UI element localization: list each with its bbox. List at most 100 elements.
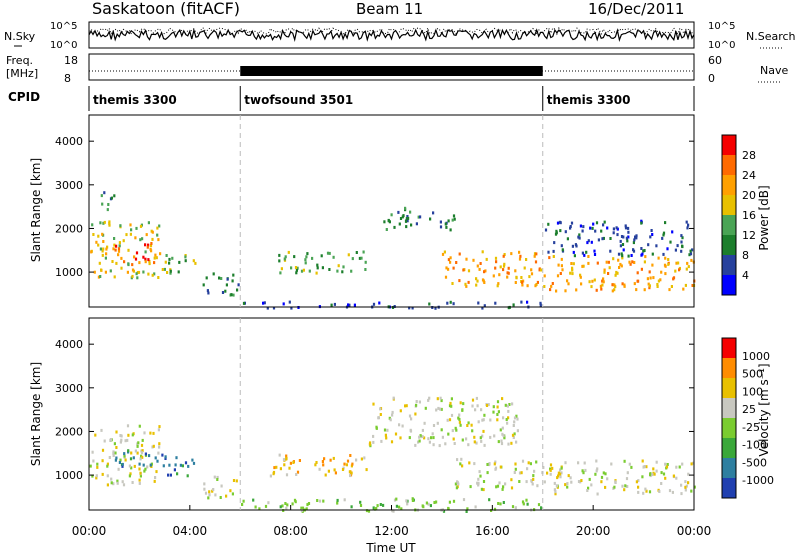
scatter-cell bbox=[623, 283, 626, 287]
scatter-cell bbox=[623, 459, 626, 463]
scatter-cell bbox=[159, 252, 162, 256]
colorbar-swatch bbox=[722, 235, 736, 255]
scatter-cell bbox=[138, 462, 141, 466]
scatter-cell bbox=[624, 224, 627, 228]
scatter-cell bbox=[139, 471, 142, 475]
scatter-cell bbox=[468, 461, 471, 465]
scatter-cell bbox=[481, 434, 484, 438]
scatter-cell bbox=[618, 266, 621, 269]
scatter-cell bbox=[645, 489, 648, 493]
scatter-cell bbox=[101, 249, 104, 253]
scatter-cell bbox=[507, 271, 510, 275]
scatter-cell bbox=[484, 269, 487, 273]
scatter-cell bbox=[493, 462, 496, 466]
scatter-cell bbox=[496, 405, 499, 409]
scatter-cell bbox=[438, 444, 441, 448]
ytick-label: 3000 bbox=[55, 382, 83, 395]
scatter-cell bbox=[126, 438, 129, 442]
scatter-cell bbox=[682, 287, 685, 291]
scatter-cell bbox=[372, 506, 375, 510]
scatter-cell bbox=[398, 423, 401, 427]
scatter-cell bbox=[535, 460, 538, 464]
scatter-cell bbox=[555, 484, 558, 488]
scatter-cell bbox=[221, 291, 225, 294]
scatter-cell bbox=[643, 465, 646, 468]
scatter-cell bbox=[365, 468, 368, 472]
scatter-cell bbox=[109, 269, 112, 273]
scatter-cell bbox=[549, 472, 552, 476]
scatter-cell bbox=[448, 500, 451, 504]
noise-search-label: N.Search bbox=[746, 30, 796, 43]
scatter-cell bbox=[194, 261, 197, 265]
power-frame bbox=[88, 114, 695, 308]
scatter-cell bbox=[670, 285, 673, 288]
scatter-cell bbox=[497, 410, 500, 414]
scatter-cell bbox=[663, 263, 667, 267]
scatter-cell bbox=[595, 288, 598, 292]
scatter-cell bbox=[662, 233, 665, 237]
scatter-cell bbox=[531, 482, 534, 486]
scatter-cell bbox=[429, 217, 432, 221]
scatter-cell bbox=[642, 249, 645, 253]
scatter-cell bbox=[501, 432, 504, 436]
colorbar-tick-label: 4 bbox=[742, 269, 749, 282]
scatter-cell bbox=[671, 490, 674, 494]
scatter-cell bbox=[379, 503, 382, 506]
scatter-cell bbox=[447, 432, 450, 436]
scatter-cell bbox=[494, 256, 498, 260]
scatter-cell bbox=[651, 473, 654, 477]
scatter-cell bbox=[254, 505, 257, 509]
scatter-cell bbox=[506, 404, 509, 408]
scatter-cell bbox=[512, 436, 515, 439]
scatter-cell bbox=[232, 273, 235, 277]
scatter-cell bbox=[507, 416, 510, 420]
scatter-cell bbox=[668, 489, 672, 493]
scatter-cell bbox=[192, 461, 196, 465]
scatter-cell bbox=[453, 217, 456, 221]
scatter-cell bbox=[343, 462, 346, 466]
scatter-cell bbox=[471, 429, 474, 433]
scatter-cell bbox=[452, 499, 456, 503]
scatter-cell bbox=[609, 249, 612, 253]
scatter-cell bbox=[482, 279, 485, 283]
scatter-cell bbox=[241, 503, 244, 506]
scatter-cell bbox=[436, 397, 439, 401]
scatter-cell bbox=[101, 448, 105, 452]
scatter-cell bbox=[414, 443, 417, 447]
scatter-cell bbox=[553, 481, 556, 485]
scatter-cell bbox=[168, 463, 171, 467]
scatter-cell bbox=[146, 465, 149, 469]
scatter-cell bbox=[471, 404, 474, 408]
scatter-cell bbox=[557, 471, 560, 475]
scatter-cell bbox=[622, 235, 625, 239]
scatter-cell bbox=[467, 421, 470, 425]
scatter-cell bbox=[399, 409, 402, 413]
scatter-cell bbox=[627, 235, 630, 239]
scatter-cell bbox=[164, 455, 167, 459]
scatter-cell bbox=[459, 401, 462, 405]
scatter-cell bbox=[564, 461, 567, 465]
scatter-cell bbox=[467, 269, 471, 273]
scatter-cell bbox=[684, 480, 687, 484]
scatter-cell bbox=[102, 221, 105, 225]
scatter-cell bbox=[617, 258, 620, 262]
scatter-cell bbox=[482, 418, 485, 422]
scatter-cell bbox=[557, 263, 560, 267]
scatter-cell bbox=[92, 233, 95, 236]
scatter-cell bbox=[138, 481, 141, 485]
scatter-cell bbox=[295, 473, 298, 476]
scatter-cell bbox=[640, 219, 643, 223]
scatter-cell bbox=[534, 260, 538, 264]
scatter-cell bbox=[452, 214, 456, 218]
scatter-cell bbox=[583, 253, 586, 257]
scatter-cell bbox=[405, 499, 408, 503]
scatter-cell bbox=[643, 288, 646, 292]
scatter-cell bbox=[507, 266, 510, 270]
scatter-cell bbox=[507, 442, 510, 446]
scatter-cell bbox=[432, 443, 435, 447]
scatter-cell bbox=[125, 233, 128, 237]
scatter-cell bbox=[328, 251, 331, 255]
scatter-cell bbox=[153, 256, 156, 260]
nave-label: Nave bbox=[760, 64, 788, 77]
scatter-cell bbox=[635, 234, 638, 238]
